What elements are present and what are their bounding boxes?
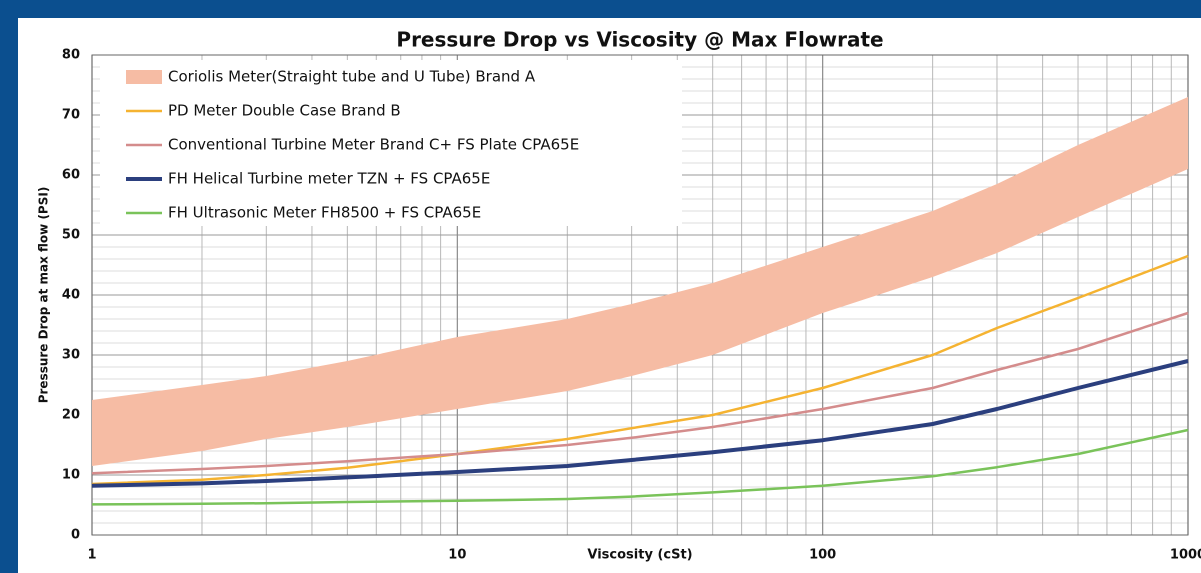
legend: Coriolis Meter(Straight tube and U Tube)… [100,60,682,226]
x-tick-label: 10 [448,548,466,563]
x-tick-label: 100 [809,548,836,563]
x-axis-label: Viscosity (cSt) [587,548,692,563]
y-tick-label: 10 [62,468,80,483]
series-line [91,254,1189,486]
legend-label: Coriolis Meter(Straight tube and U Tube)… [168,68,536,86]
legend-label: Conventional Turbine Meter Brand C+ FS P… [168,136,579,154]
band-area [92,97,1188,466]
y-tick-label: 50 [62,228,80,243]
x-tick-label: 1 [87,548,96,563]
chart-title: Pressure Drop vs Viscosity @ Max Flowrat… [396,28,883,52]
y-tick-label: 20 [62,408,80,423]
y-tick-label: 40 [62,288,80,303]
y-tick-label: 0 [71,528,80,543]
series-line [91,428,1189,506]
series-line [91,359,1189,488]
legend-label: FH Ultrasonic Meter FH8500 + FS CPA65E [168,204,481,222]
legend-box [100,60,682,226]
y-tick-label: 30 [62,348,80,363]
y-tick-label: 70 [62,108,80,123]
legend-label: FH Helical Turbine meter TZN + FS CPA65E [168,170,490,188]
y-tick-label: 80 [62,48,80,63]
series-line [91,311,1189,475]
y-tick-label: 60 [62,168,80,183]
y-axis-label: Pressure Drop at max flow (PSI) [37,187,51,404]
legend-label: PD Meter Double Case Brand B [168,102,401,120]
x-tick-label: 1000 [1170,548,1201,563]
plot-frame [91,54,1189,536]
